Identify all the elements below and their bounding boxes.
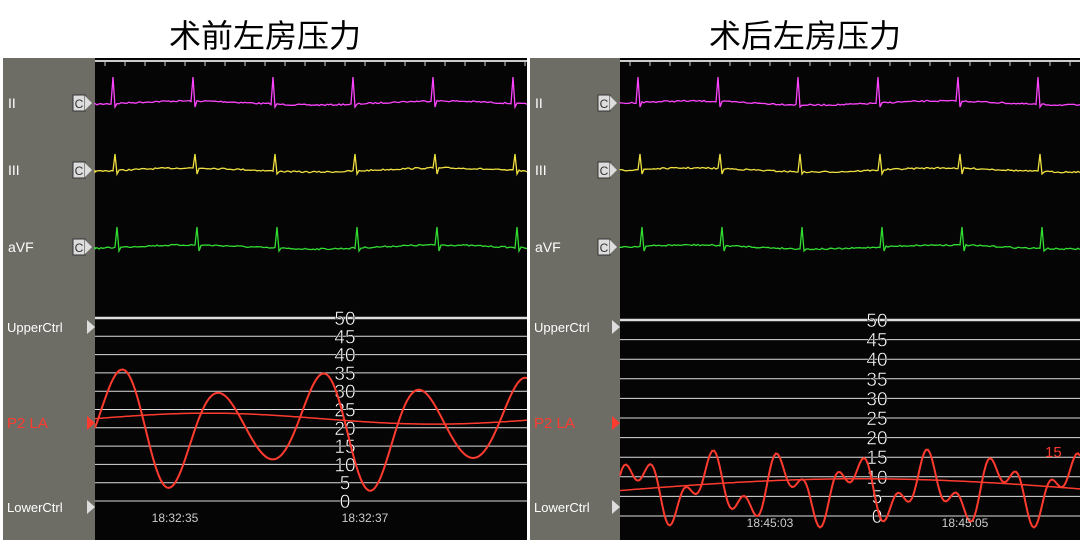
monitor xyxy=(95,58,527,540)
scale-label: 35 xyxy=(334,364,355,385)
scale-label: 45 xyxy=(334,327,355,348)
lead-marker: C xyxy=(600,164,609,178)
lead-marker: C xyxy=(600,97,609,111)
scale-label: 0 xyxy=(872,507,883,528)
lead-label: III xyxy=(535,162,547,178)
pressure-mean xyxy=(94,412,528,425)
scale-label: 45 xyxy=(866,331,887,352)
lead-label: II xyxy=(535,95,543,111)
lead-arrow xyxy=(85,96,92,110)
lead-arrow xyxy=(610,163,617,177)
scale-label: 5 xyxy=(872,487,883,508)
ecg-trace xyxy=(94,76,528,110)
lead-arrow xyxy=(610,240,617,254)
scale-label: 20 xyxy=(334,419,355,440)
timestamp: 18:45:03 xyxy=(747,516,794,530)
ecg-trace xyxy=(94,226,528,254)
channel-arrow xyxy=(612,320,620,334)
scale-label: 5 xyxy=(340,474,351,495)
pressure-trace xyxy=(619,448,1080,529)
channel-label: P2 LA xyxy=(7,415,48,432)
ecg-trace xyxy=(619,76,1080,109)
scale-label: 40 xyxy=(866,350,887,371)
lead-label: III xyxy=(8,162,20,178)
monitor xyxy=(620,58,1080,540)
channel-label: P2 LA xyxy=(534,415,575,432)
annotation: 15 xyxy=(1045,444,1062,461)
panel-title: 术后左房压力 xyxy=(709,17,901,55)
panel-title: 术前左房压力 xyxy=(169,17,361,55)
scale-label: 20 xyxy=(866,429,887,450)
lead-marker: C xyxy=(75,241,84,255)
lead-marker: C xyxy=(600,241,609,255)
ecg-trace xyxy=(619,153,1080,177)
timestamp: 18:32:35 xyxy=(152,511,199,525)
scale-label: 50 xyxy=(334,309,355,330)
lead-label: II xyxy=(8,95,16,111)
scale-label: 15 xyxy=(866,448,887,469)
timestamp: 18:45:05 xyxy=(942,516,989,530)
scale-label: 35 xyxy=(866,370,887,391)
sidebar xyxy=(530,58,620,540)
channel-arrow xyxy=(87,320,95,334)
lead-arrow xyxy=(610,96,617,110)
scale-label: 30 xyxy=(334,382,355,403)
lead-marker: C xyxy=(75,97,84,111)
lead-label: aVF xyxy=(8,239,34,255)
channel-label: UpperCtrl xyxy=(7,320,63,335)
channel-label: LowerCtrl xyxy=(7,500,63,515)
ecg-trace xyxy=(619,226,1080,253)
timestamp: 18:32:37 xyxy=(342,511,389,525)
lead-arrow xyxy=(85,163,92,177)
lead-arrow xyxy=(85,240,92,254)
ecg-trace xyxy=(94,153,528,177)
lead-label: aVF xyxy=(535,239,561,255)
scale-label: 40 xyxy=(334,346,355,367)
channel-arrow xyxy=(87,500,95,514)
channel-label: LowerCtrl xyxy=(534,500,590,515)
pressure-mean xyxy=(619,478,1080,492)
scale-label: 50 xyxy=(866,311,887,332)
scale-label: 0 xyxy=(340,492,351,513)
lead-marker: C xyxy=(75,164,84,178)
channel-arrow xyxy=(612,500,620,514)
scale-label: 10 xyxy=(334,455,355,476)
scale-label: 25 xyxy=(866,409,887,430)
channel-arrow xyxy=(612,416,620,430)
pressure-trace xyxy=(94,368,528,492)
channel-arrow xyxy=(87,416,95,430)
channel-label: UpperCtrl xyxy=(534,320,590,335)
sidebar xyxy=(3,58,95,540)
scale-label: 30 xyxy=(866,389,887,410)
